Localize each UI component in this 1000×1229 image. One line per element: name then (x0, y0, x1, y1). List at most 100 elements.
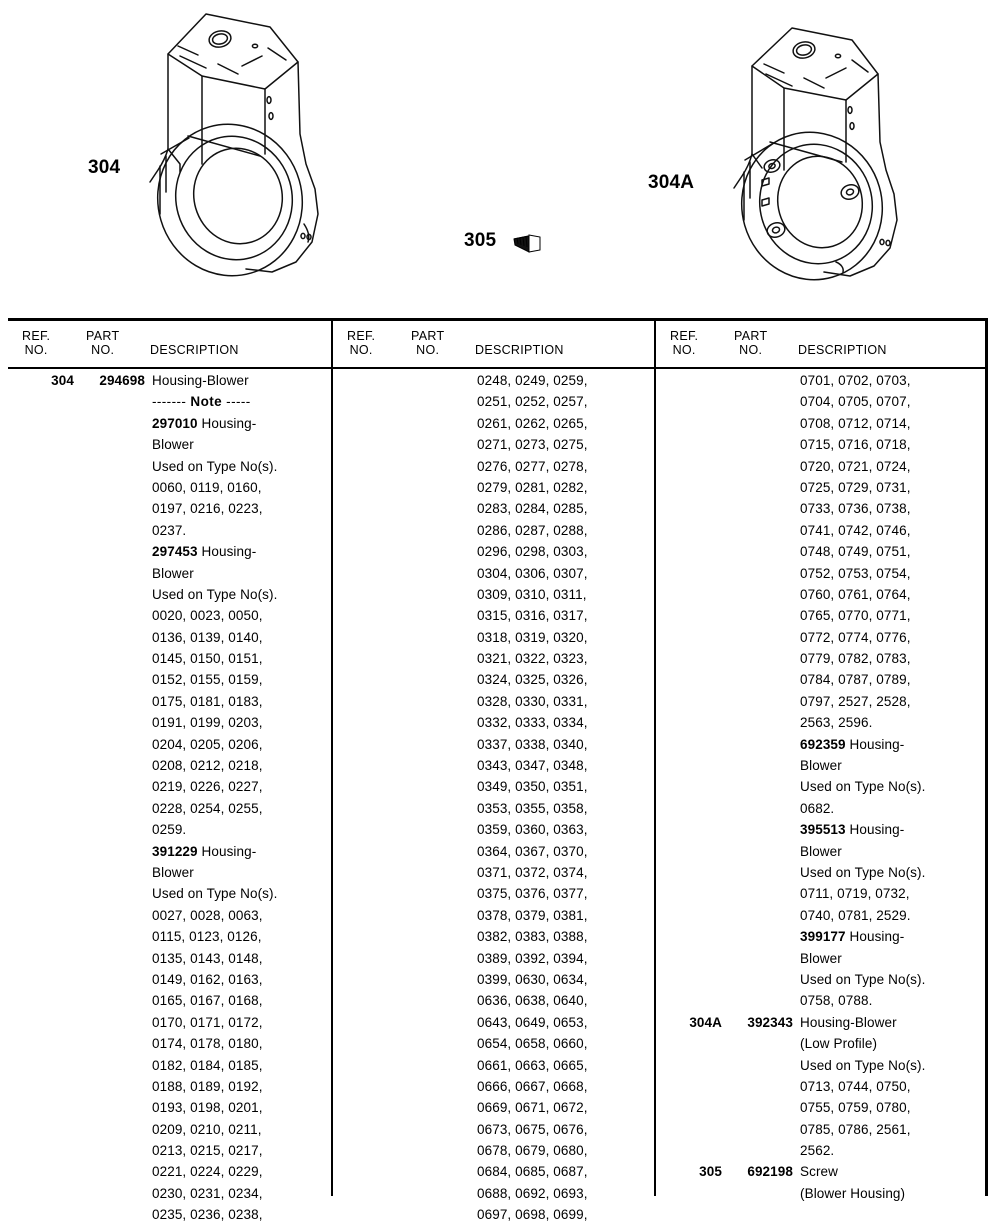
table-row: 0636, 0638, 0640, (333, 993, 654, 1014)
cell-description: 0785, 0786, 2561, (800, 1121, 911, 1137)
table-row: 0353, 0355, 0358, (333, 801, 654, 822)
cell-description: 0682. (800, 800, 835, 816)
cell-description: 0237. (152, 522, 187, 538)
table-row: 0713, 0744, 0750, (656, 1079, 985, 1100)
cell-description: (Low Profile) (800, 1036, 878, 1052)
table-row: 0191, 0199, 0203, (8, 715, 331, 736)
table-row: 0760, 0761, 0764, (656, 587, 985, 608)
table-row: 0725, 0729, 0731, (656, 480, 985, 501)
cell-description: 0174, 0178, 0180, (152, 1036, 263, 1052)
table-row: 0375, 0376, 0377, (333, 886, 654, 907)
table-row: 0251, 0252, 0257, (333, 394, 654, 415)
cell-description: 0359, 0360, 0363, (477, 822, 588, 838)
cell-description: 0261, 0262, 0265, (477, 415, 588, 431)
table-row: Used on Type No(s). (656, 865, 985, 886)
table-row: 0752, 0753, 0754, (656, 566, 985, 587)
table-row: 304A 392343 Housing-Blower (656, 1015, 985, 1036)
table-row: 0149, 0162, 0163, (8, 972, 331, 993)
cell-description: 0375, 0376, 0377, (477, 886, 588, 902)
cell-description: Housing-Blower (152, 373, 249, 388)
cell-ref-no: 304A (689, 1014, 722, 1030)
table-row: 0182, 0184, 0185, (8, 1058, 331, 1079)
cell-description: 297010 Housing- (152, 415, 257, 431)
table-row: 0382, 0383, 0388, (333, 929, 654, 950)
table-row: Used on Type No(s). (656, 1058, 985, 1079)
table-row: 0152, 0155, 0159, (8, 672, 331, 693)
table-row: Blower (656, 844, 985, 865)
cell-part-no: 692198 (747, 1164, 793, 1180)
cell-description: 0304, 0306, 0307, (477, 565, 588, 581)
cell-description: 0149, 0162, 0163, (152, 971, 263, 987)
cell-ref-no: 305 (699, 1164, 722, 1180)
cell-description: 0337, 0338, 0340, (477, 736, 588, 752)
table-row: 0135, 0143, 0148, (8, 951, 331, 972)
cell-description: 399177 Housing- (800, 929, 905, 945)
table-row: 2563, 2596. (656, 715, 985, 736)
cell-description: 0324, 0325, 0326, (477, 672, 588, 688)
column-3-body: 0701, 0702, 0703, 0704, 0705, 0707, 0708, … (656, 369, 985, 1207)
table-row: Used on Type No(s). (8, 886, 331, 907)
cell-description: 0669, 0671, 0672, (477, 1100, 588, 1116)
cell-description: 0701, 0702, 0703, (800, 373, 911, 388)
table-row: Blower (8, 865, 331, 886)
table-row: 0136, 0139, 0140, (8, 630, 331, 651)
table-row: ------- Note ----- (8, 394, 331, 415)
cell-description: Used on Type No(s). (800, 971, 926, 987)
table-row: 0286, 0287, 0288, (333, 523, 654, 544)
table-row: 0741, 0742, 0746, (656, 523, 985, 544)
table-row: 0321, 0322, 0323, (333, 651, 654, 672)
cell-description: 0760, 0761, 0764, (800, 586, 911, 602)
table-row: 297453 Housing- (8, 544, 331, 565)
table-row: 0318, 0319, 0320, (333, 630, 654, 651)
table-row: 0315, 0316, 0317, (333, 608, 654, 629)
table-row: 0165, 0167, 0168, (8, 993, 331, 1014)
cell-description: 391229 Housing- (152, 843, 257, 859)
table-row: 0784, 0787, 0789, (656, 672, 985, 693)
table-row: 0188, 0189, 0192, (8, 1079, 331, 1100)
cell-description: 0713, 0744, 0750, (800, 1078, 911, 1094)
table-row: 0145, 0150, 0151, (8, 651, 331, 672)
table-row: 0332, 0333, 0334, (333, 715, 654, 736)
table-row: 0643, 0649, 0653, (333, 1015, 654, 1036)
table-row: 0682. (656, 801, 985, 822)
cell-part-no: 294698 (99, 373, 145, 388)
table-row: 0235, 0236, 0238, (8, 1207, 331, 1228)
table-row: 0259. (8, 822, 331, 843)
cell-description: 0230, 0231, 0234, (152, 1185, 263, 1201)
cell-description: Used on Type No(s). (152, 586, 278, 602)
table-row: 0324, 0325, 0326, (333, 672, 654, 693)
cell-description: 0353, 0355, 0358, (477, 800, 588, 816)
cell-description: 0060, 0119, 0160, (152, 479, 262, 495)
table-row: 0797, 2527, 2528, (656, 694, 985, 715)
table-row: 0704, 0705, 0707, (656, 394, 985, 415)
table-row: 0204, 0205, 0206, (8, 737, 331, 758)
table-row: Blower (656, 951, 985, 972)
cell-description: 0779, 0782, 0783, (800, 651, 911, 667)
header-ref-no: REF. NO. (670, 329, 699, 357)
table-row: 297010 Housing- (8, 416, 331, 437)
header-part-no: PART NO. (411, 329, 445, 357)
cell-description: 0643, 0649, 0653, (477, 1014, 588, 1030)
parts-table: REF. NO. PART NO. DESCRIPTION 304 294698 H… (8, 318, 988, 1222)
table-row: 0193, 0198, 0201, (8, 1100, 331, 1121)
cell-description: Housing-Blower (800, 1014, 897, 1030)
cell-description: 395513 Housing- (800, 822, 905, 838)
table-row: Blower (656, 758, 985, 779)
cell-description: 0636, 0638, 0640, (477, 993, 588, 1009)
table-row: 391229 Housing- (8, 844, 331, 865)
cell-description: 0740, 0781, 2529. (800, 907, 911, 923)
cell-description: 0399, 0630, 0634, (477, 971, 588, 987)
cell-description: 0020, 0023, 0050, (152, 608, 263, 624)
cell-ref-no: 304 (51, 373, 74, 388)
cell-description: 0209, 0210, 0211, (152, 1121, 262, 1137)
cell-description: Blower (152, 437, 194, 453)
column-1-body: 304 294698 Housing-Blower ------- Note ----… (8, 369, 331, 1229)
table-row: 0343, 0347, 0348, (333, 758, 654, 779)
table-row: 0673, 0675, 0676, (333, 1122, 654, 1143)
cell-description: 0688, 0692, 0693, (477, 1185, 588, 1201)
table-row: 0678, 0679, 0680, (333, 1143, 654, 1164)
cell-description: 0259. (152, 822, 187, 838)
screw-icon (513, 234, 541, 253)
cell-description: 0382, 0383, 0388, (477, 929, 588, 945)
cell-description: 0170, 0171, 0172, (152, 1014, 263, 1030)
